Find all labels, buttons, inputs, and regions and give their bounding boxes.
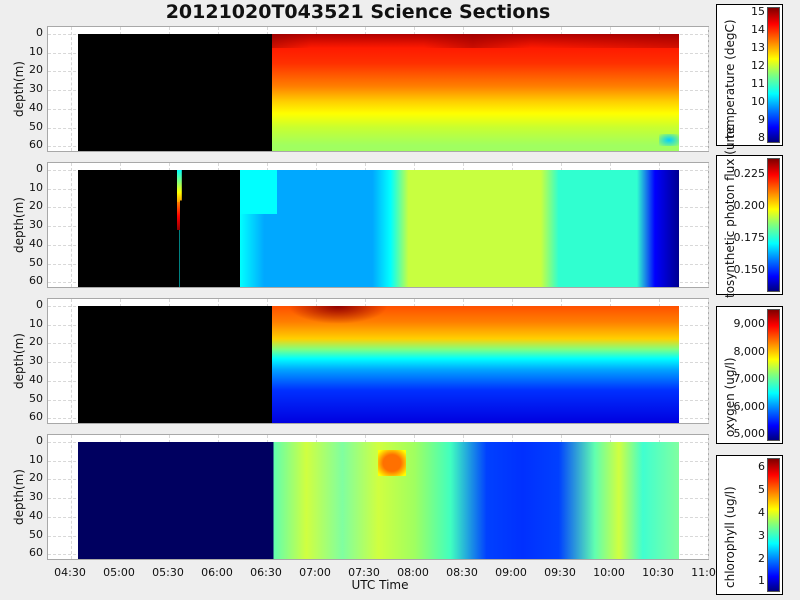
- colorbar-label: oxygen (ug/l): [723, 357, 737, 437]
- x-tick-label: 11:00: [691, 566, 723, 579]
- y-axis-label: depth(m): [12, 469, 26, 525]
- colorbar-tick-label: 7,000: [733, 372, 766, 385]
- plot-photosynthetic-photon-flux: [47, 162, 709, 288]
- y-tick-label: 30: [29, 82, 43, 96]
- colorbar-tick-label: 8,000: [733, 345, 766, 358]
- colorbar-tick-label: 15: [751, 5, 765, 18]
- colorbar-gradient: [767, 7, 780, 143]
- y-tick-label: 40: [29, 236, 43, 250]
- x-tick-label: 06:00: [201, 566, 233, 579]
- colorbar-tick-label: 0.175: [733, 231, 766, 244]
- colorbar-gradient: [767, 309, 780, 441]
- x-tick-label: 05:00: [103, 566, 135, 579]
- colorbar-tick-label: 5,000: [733, 427, 766, 440]
- colorbar-label: temperature (degC): [723, 19, 737, 139]
- colorbar-tick-label: 6: [758, 460, 765, 473]
- chart-title: 20121020T043521 Science Sections: [165, 1, 551, 23]
- plot-chlorophyll: [47, 434, 709, 560]
- y-tick-label: 50: [29, 391, 43, 405]
- colorbar-tick-label: 13: [751, 41, 765, 54]
- y-tick-label: 50: [29, 527, 43, 541]
- colorbar-gradient: [767, 158, 780, 292]
- x-tick-label: 04:30: [54, 566, 86, 579]
- colorbar-tick-label: 12: [751, 59, 765, 72]
- y-axis-label: depth(m): [12, 333, 26, 389]
- colorbar-label: chlorophyll (ug/l): [723, 486, 737, 588]
- y-tick-label: 30: [29, 354, 43, 368]
- colorbar-label: tosynthetic photon flux (umc: [723, 124, 737, 298]
- grid-line-vertical: [71, 299, 72, 423]
- grid-line-vertical: [708, 299, 709, 423]
- y-tick-label: 0: [36, 434, 43, 447]
- y-tick-label: 10: [29, 44, 43, 58]
- colorbar-tick-label: 0.200: [733, 199, 766, 212]
- colorbar-tick-label: 9,000: [733, 317, 766, 330]
- x-tick-label: 05:30: [152, 566, 184, 579]
- y-tick-label: 40: [29, 508, 43, 522]
- colorbar-tick-label: 9: [758, 113, 765, 126]
- y-axis-label: depth(m): [12, 197, 26, 253]
- colorbar-gradient: [767, 458, 780, 592]
- x-tick-label: 07:30: [348, 566, 380, 579]
- y-tick-label: 20: [29, 63, 43, 77]
- colorbar-temperature: 15 14 13 12 11 10 9 8 temperature (degC): [716, 4, 783, 146]
- colorbar-tick-label: 5: [758, 483, 765, 496]
- grid-line-vertical: [71, 435, 72, 559]
- y-tick-label: 10: [29, 316, 43, 330]
- y-tick-label: 60: [29, 138, 43, 152]
- colorbar-tick-label: 0.225: [733, 167, 766, 180]
- colorbar-chlorophyll: 6 5 4 3 2 1 chlorophyll (ug/l): [716, 455, 783, 595]
- x-tick-label: 06:30: [250, 566, 282, 579]
- x-tick-label: 10:00: [593, 566, 625, 579]
- y-axis-label: depth(m): [12, 61, 26, 117]
- y-tick-label: 40: [29, 372, 43, 386]
- y-tick-label: 0: [36, 26, 43, 39]
- plot-oxygen: [47, 298, 709, 424]
- grid-line-vertical: [708, 435, 709, 559]
- colorbar-tick-label: 11: [751, 77, 765, 90]
- colorbar-tick-label: 10: [751, 95, 765, 108]
- x-tick-label: 10:30: [642, 566, 674, 579]
- y-tick-label: 30: [29, 218, 43, 232]
- colorbar-tick-label: 1: [758, 574, 765, 587]
- y-tick-label: 50: [29, 255, 43, 269]
- colorbar-tick-label: 6,000: [733, 400, 766, 413]
- y-tick-label: 40: [29, 100, 43, 114]
- x-tick-label: 08:30: [446, 566, 478, 579]
- grid-line-vertical: [708, 27, 709, 151]
- y-tick-label: 60: [29, 274, 43, 288]
- y-tick-label: 20: [29, 199, 43, 213]
- y-tick-label: 50: [29, 119, 43, 133]
- colorbar-oxygen: 9,000 8,000 7,000 6,000 5,000 oxygen (ug/l): [716, 306, 783, 444]
- x-tick-label: 09:30: [544, 566, 576, 579]
- y-tick-label: 10: [29, 180, 43, 194]
- colorbar-photosynthetic-photon-flux: 0.225 0.200 0.175 0.150 tosynthetic photon f…: [716, 124, 783, 298]
- grid-line-vertical: [71, 27, 72, 151]
- colorbar-tick-label: 4: [758, 506, 765, 519]
- colorbar-tick-label: 8: [758, 131, 765, 144]
- colorbar-tick-label: 3: [758, 529, 765, 542]
- grid-line-vertical: [71, 163, 72, 287]
- colorbar-tick-label: 14: [751, 23, 765, 36]
- x-tick-label: 08:00: [397, 566, 429, 579]
- plot-temperature: [47, 26, 709, 152]
- colorbar-tick-label: 2: [758, 552, 765, 565]
- y-tick-label: 60: [29, 410, 43, 424]
- y-tick-label: 20: [29, 335, 43, 349]
- y-tick-label: 0: [36, 162, 43, 175]
- y-tick-label: 20: [29, 471, 43, 485]
- y-tick-label: 0: [36, 298, 43, 311]
- y-tick-label: 10: [29, 452, 43, 466]
- colorbar-tick-label: 0.150: [733, 263, 766, 276]
- grid-line-vertical: [708, 163, 709, 287]
- x-tick-label: 09:00: [495, 566, 527, 579]
- y-tick-label: 30: [29, 490, 43, 504]
- x-axis-label: UTC Time: [351, 578, 409, 592]
- y-tick-label: 60: [29, 546, 43, 560]
- x-tick-label: 07:00: [299, 566, 331, 579]
